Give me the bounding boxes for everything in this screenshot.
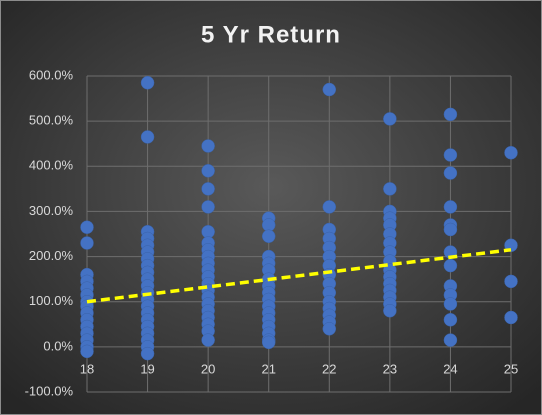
scatter-point [443, 148, 458, 162]
scatter-point [322, 82, 337, 97]
x-tick-label: 21 [261, 361, 275, 376]
y-tick-label: 500.0% [29, 113, 74, 128]
x-tick-label: 20 [201, 361, 215, 376]
scatter-point [80, 220, 94, 234]
scatter-point [261, 335, 276, 350]
scatter-point [443, 222, 458, 237]
scatter-point [443, 166, 458, 180]
scatter-point [443, 258, 458, 273]
scatter-point [443, 200, 458, 214]
scatter-point [443, 297, 458, 311]
scatter-point [383, 182, 397, 196]
scatter-point [504, 145, 518, 160]
y-tick-label: 300.0% [29, 203, 74, 218]
y-tick-label: -100.0% [25, 383, 74, 398]
scatter-point [201, 200, 215, 214]
y-tick-label: 400.0% [29, 158, 74, 173]
scatter-point [261, 229, 276, 244]
scatter-point [504, 274, 518, 289]
y-tick-label: 200.0% [29, 248, 74, 263]
scatter-point [80, 236, 94, 250]
scatter-point [140, 130, 155, 144]
scatter-point [443, 107, 458, 122]
scatter-point [443, 333, 458, 347]
scatter-point [201, 139, 215, 153]
scatter-point [201, 164, 215, 178]
x-tick-label: 25 [504, 361, 518, 376]
scatter-point [383, 303, 397, 318]
scatter-point [504, 310, 518, 325]
scatter-point [140, 346, 155, 361]
x-tick-label: 18 [80, 361, 94, 376]
scatter-point [443, 313, 458, 327]
scatter-point [140, 76, 155, 90]
y-tick-label: 600.0% [29, 67, 74, 82]
x-tick-label: 22 [322, 361, 336, 376]
x-tick-label: 23 [383, 361, 397, 376]
scatter-point [383, 112, 397, 126]
chart-title: 5 Yr Return [201, 21, 341, 48]
scatter-point [322, 200, 337, 214]
y-tick-label: 100.0% [29, 293, 74, 308]
scatter-point [80, 344, 94, 359]
y-tick-label: 0.0% [43, 338, 73, 353]
x-tick-label: 24 [443, 361, 457, 376]
x-tick-label: 19 [140, 361, 154, 376]
trendline [86, 248, 512, 304]
scatter-point [322, 322, 337, 336]
scatter-point [201, 333, 215, 347]
scatter-point [201, 182, 215, 196]
